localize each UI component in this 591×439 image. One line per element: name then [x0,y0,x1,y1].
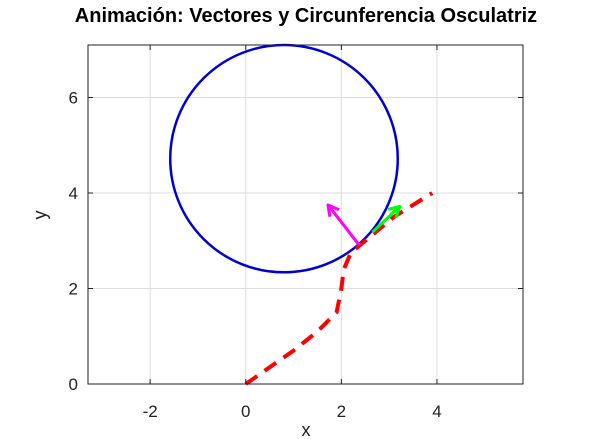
normal-vector-shaft [326,204,361,247]
trajectory-curve [244,191,434,386]
plot-data [168,43,434,386]
axis-ticks: -2 0 2 4 0 2 4 6 [69,45,523,421]
x-tick-label: 2 [337,402,346,421]
x-tick-label: 4 [432,402,441,421]
normal-vector [326,203,361,247]
y-tick-label: 6 [69,89,78,108]
tangent-vector-head [387,204,402,219]
osculating-circle [168,43,400,274]
x-tick-label: -2 [143,402,158,421]
y-axis-label: y [30,211,50,220]
chart-title: Animación: Vectores y Circunferencia Osc… [75,5,537,27]
tangent-vector-shaft [371,205,401,234]
tangent-vector [371,204,402,234]
x-tick-label: 0 [241,402,250,421]
y-tick-label: 0 [69,375,78,394]
grid [88,45,523,385]
normal-vector-head [326,203,340,218]
y-tick-label: 2 [69,280,78,299]
plot-frame [87,44,524,385]
x-axis-label: x [302,420,311,439]
y-tick-label: 4 [69,184,78,203]
